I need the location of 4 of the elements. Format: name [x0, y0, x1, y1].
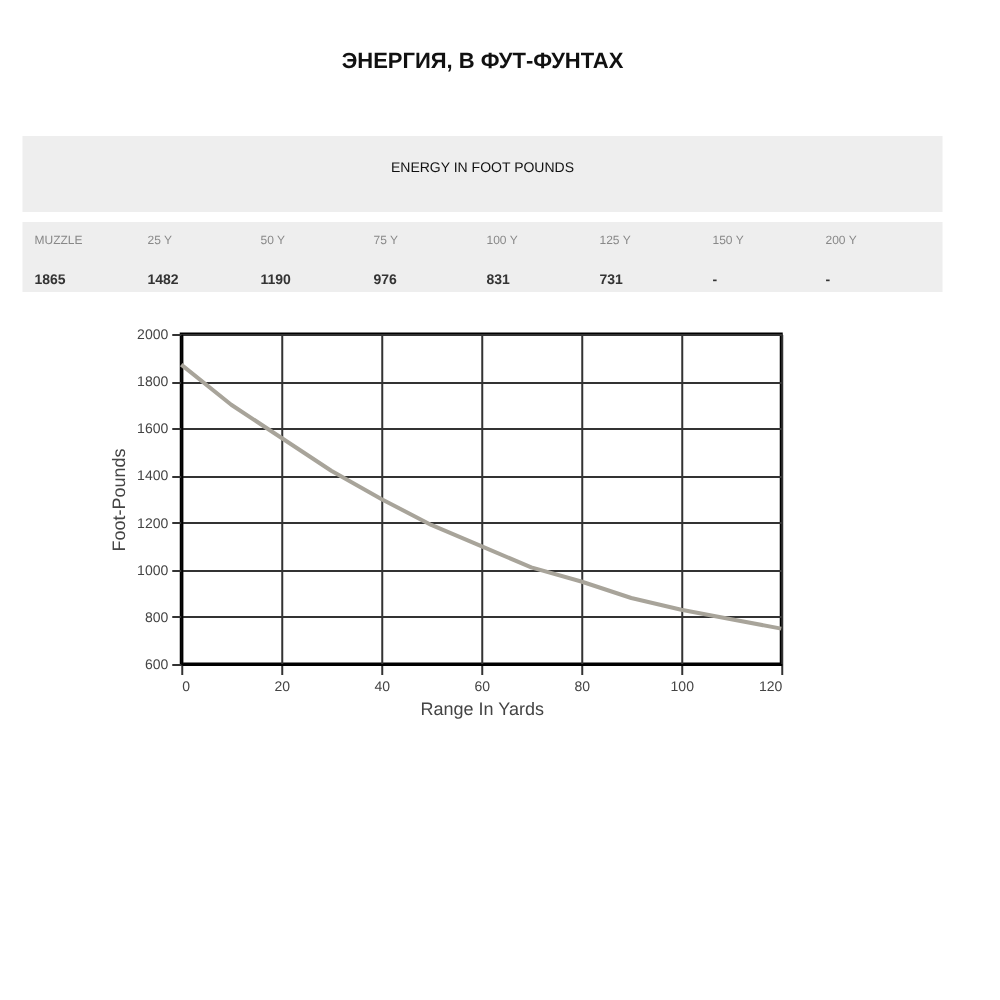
x-axis-title: Range In Yards — [420, 699, 545, 719]
y-axis-title: Foot-Pounds — [109, 447, 130, 552]
line-series — [179, 362, 784, 631]
chart-title: ЭНЕРГИЯ, В ФУТ-ФУНТАХ — [341, 50, 625, 74]
